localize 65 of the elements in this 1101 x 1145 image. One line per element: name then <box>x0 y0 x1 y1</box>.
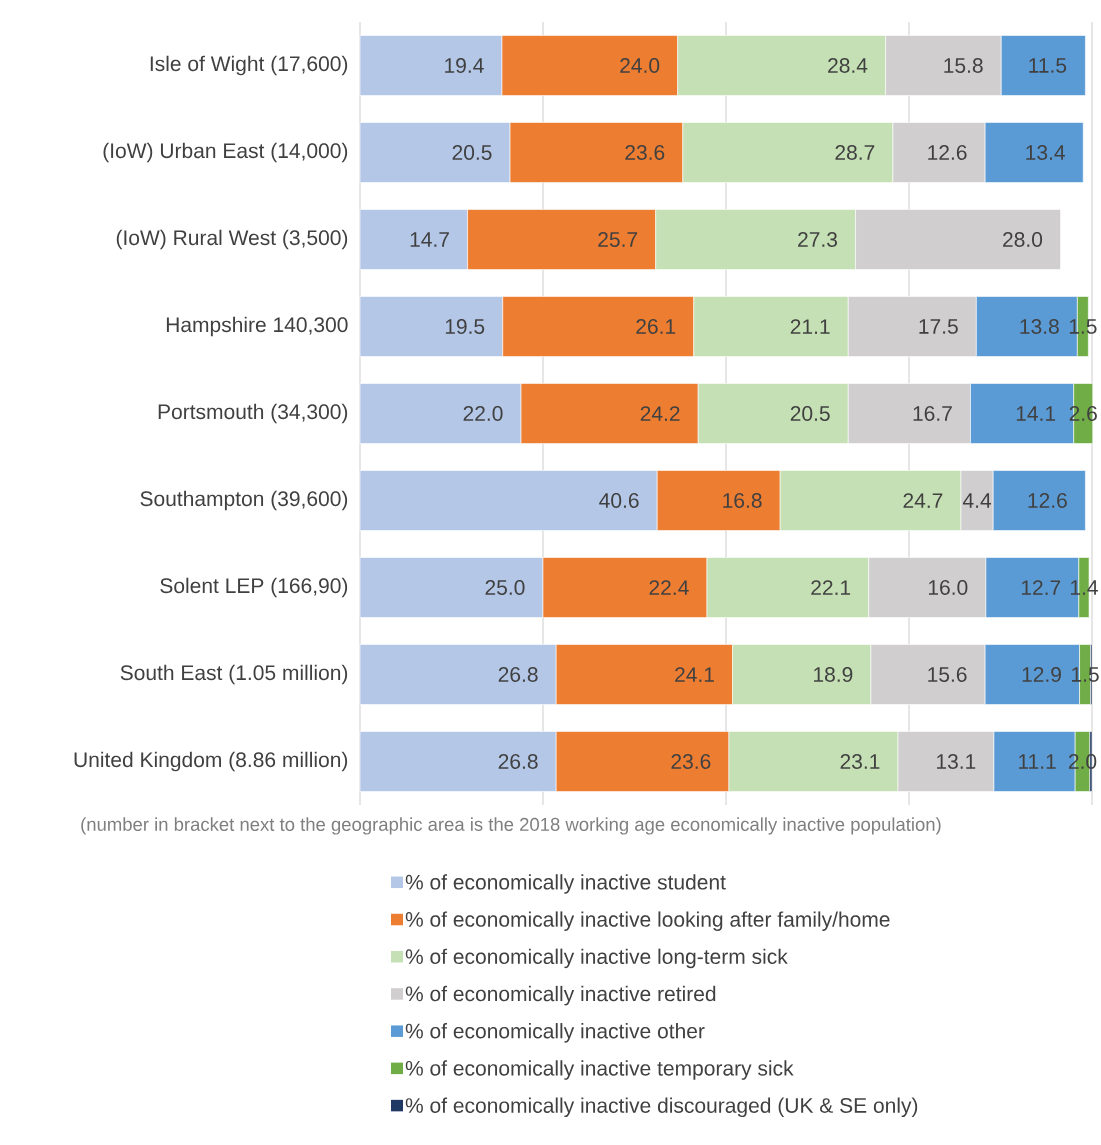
data-label: 14.7 <box>410 232 449 247</box>
data-label: 20.5 <box>790 406 830 421</box>
data-label: 2.0 <box>1068 754 1097 769</box>
data-label: 19.4 <box>445 58 484 73</box>
data-label: 22.0 <box>463 406 503 421</box>
data-label: 25.7 <box>598 232 638 247</box>
data-label: 14.1 <box>1016 406 1056 421</box>
data-label: 28.4 <box>828 58 868 73</box>
data-label: 24.2 <box>640 406 680 421</box>
data-label: 15.8 <box>944 58 983 73</box>
data-label: 11.5 <box>1029 58 1067 73</box>
legend-label: % of economically inactive discouraged (UK & SE only) <box>405 1097 918 1118</box>
data-label: 25.0 <box>485 580 525 595</box>
data-label: 28.0 <box>1003 232 1043 247</box>
y-tick-label: Hampshire 140,300 <box>166 316 348 337</box>
legend-label: % of economically inactive looking after family/home <box>405 911 890 931</box>
data-label: 12.7 <box>1021 580 1061 595</box>
data-label: 22.1 <box>811 580 851 595</box>
data-label: 4.4 <box>962 493 992 508</box>
y-tick-label: Portsmouth (34,300) <box>158 403 348 424</box>
data-label: 26.8 <box>498 754 538 769</box>
data-label: 26.1 <box>636 319 676 334</box>
y-tick-label: United Kingdom (8.86 million) <box>74 751 348 772</box>
y-tick-label: Solent LEP (166,90) <box>160 577 348 598</box>
data-label: 1.5 <box>1072 667 1099 682</box>
data-label: 24.0 <box>620 58 660 73</box>
data-label: 27.3 <box>798 232 838 247</box>
data-label: 15.6 <box>928 667 967 682</box>
legend-label: % of economically inactive retired <box>405 985 716 1006</box>
data-label: 21.1 <box>790 319 830 334</box>
data-label: 16.7 <box>913 406 952 421</box>
legend-label: % of economically inactive other <box>405 1023 705 1043</box>
data-label: 40.6 <box>599 493 639 508</box>
data-label: 12.9 <box>1022 667 1061 682</box>
data-label: 13.4 <box>1026 145 1065 160</box>
data-label: 18.9 <box>814 667 853 682</box>
data-label: 16.0 <box>928 580 968 595</box>
y-tick-label: South East (1.05 million) <box>120 664 348 685</box>
data-label: 1.4 <box>1070 580 1098 595</box>
y-tick-label: (IoW) Rural West (3,500) <box>116 229 348 250</box>
data-label: 20.5 <box>452 145 492 160</box>
data-label: 16.8 <box>723 493 762 508</box>
data-label: 1.5 <box>1069 319 1097 334</box>
data-label: 23.6 <box>625 145 665 160</box>
data-label: 19.5 <box>445 319 485 334</box>
data-label: 13.1 <box>937 754 976 769</box>
legend-label: % of economically inactive temporary sick <box>405 1060 794 1080</box>
legend-label: % of economically inactive student <box>405 874 726 894</box>
text: (number in bracket next to the geographic area is the 2018 working age economically inactive population) <box>81 817 941 835</box>
data-label: 24.7 <box>903 493 943 508</box>
data-label: 17.5 <box>919 319 958 334</box>
data-label: 23.6 <box>671 754 711 769</box>
data-label: 26.8 <box>498 667 538 682</box>
legend-label: % of economically inactive long-term sick <box>405 948 788 969</box>
data-label: 11.1 <box>1019 754 1056 769</box>
data-label: 28.7 <box>835 145 875 160</box>
data-label: 24.1 <box>675 667 714 682</box>
y-tick-label: Isle of Wight (17,600) <box>150 55 348 76</box>
data-label: 13.8 <box>1020 319 1059 334</box>
data-label: 12.6 <box>928 145 967 160</box>
y-tick-label: (IoW) Urban East (14,000) <box>103 142 348 163</box>
data-label: 23.1 <box>840 754 880 769</box>
data-label: 22.4 <box>649 580 689 595</box>
data-label: 12.6 <box>1028 493 1067 508</box>
y-tick-label: Southampton (39,600) <box>140 490 348 511</box>
